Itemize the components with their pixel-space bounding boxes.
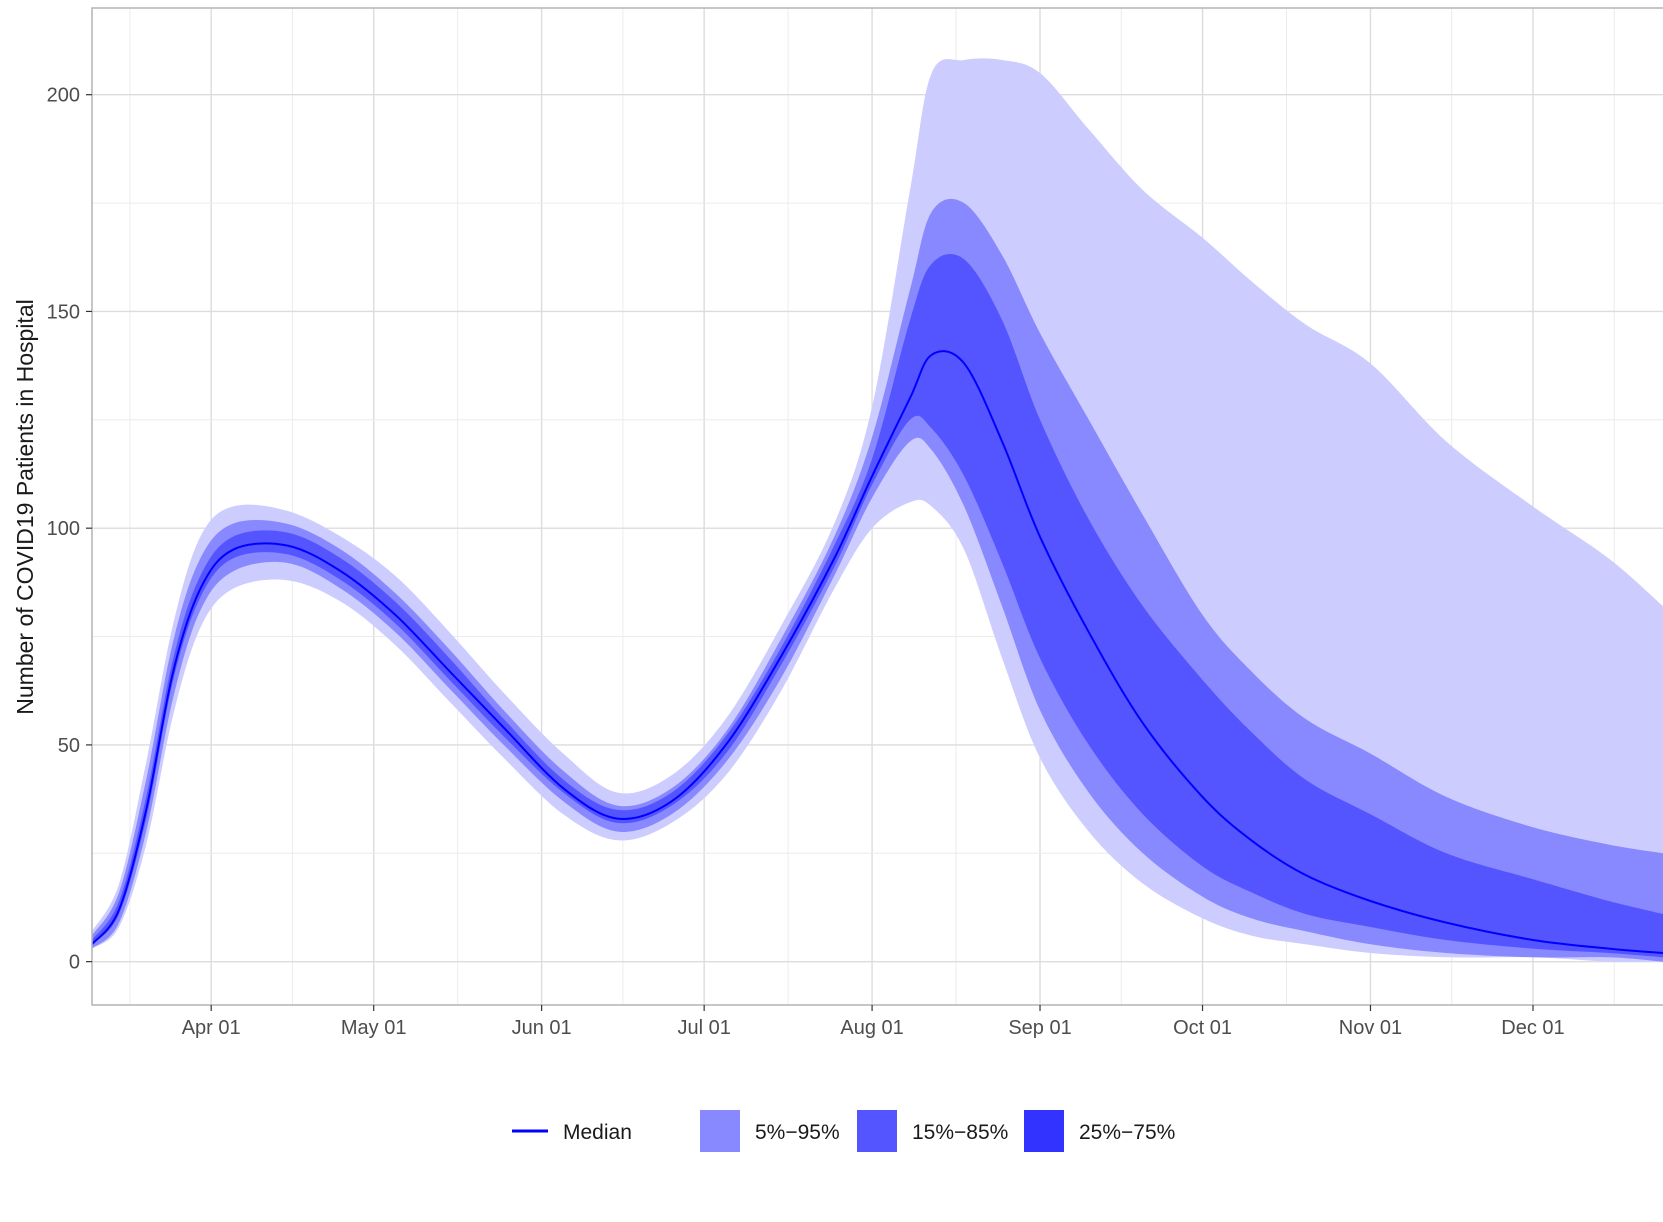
x-tick-label: Jun 01 (512, 1017, 572, 1039)
median-series (92, 350, 1663, 954)
plot-frame (91, 7, 1663, 1006)
y-tick-label: 50 (58, 735, 80, 757)
legend-label-2: 25%−75% (1079, 1121, 1175, 1144)
legend-box-1 (857, 1110, 897, 1152)
x-tick-label: Nov 01 (1339, 1017, 1402, 1039)
legend-label-0: 5%−95% (755, 1121, 840, 1144)
x-tick-label: Dec 01 (1501, 1017, 1564, 1039)
x-tick-label: May 01 (341, 1017, 407, 1039)
legend-median-label: Median (563, 1121, 632, 1144)
median-line (92, 350, 1663, 954)
x-tick-label: Aug 01 (840, 1017, 903, 1039)
legend-box-0 (700, 1110, 740, 1152)
x-tick-label: Jul 01 (677, 1017, 730, 1039)
y-tick-label: 100 (47, 518, 80, 540)
uncertainty-bands (92, 58, 1663, 963)
legend: Median 5%−95% 15%−85% 25%−75% (512, 1110, 1175, 1152)
legend-label-1: 15%−85% (912, 1121, 1008, 1144)
y-tick-label: 200 (47, 85, 80, 107)
y-tick-label: 150 (47, 301, 80, 323)
band-2 (92, 253, 1663, 958)
axes: 0 50 100 150 200 Apr 01 May 01 Jun 01 Jul 01 Aug … (47, 85, 1565, 1039)
y-axis-label: Number of COVID19 Patients in Hospital (12, 299, 38, 714)
x-tick-label: Apr 01 (182, 1017, 241, 1039)
x-tick-label: Sep 01 (1008, 1017, 1071, 1039)
legend-box-2 (1024, 1110, 1064, 1152)
y-tick-label: 0 (69, 952, 80, 974)
x-tick-label: Oct 01 (1173, 1017, 1232, 1039)
